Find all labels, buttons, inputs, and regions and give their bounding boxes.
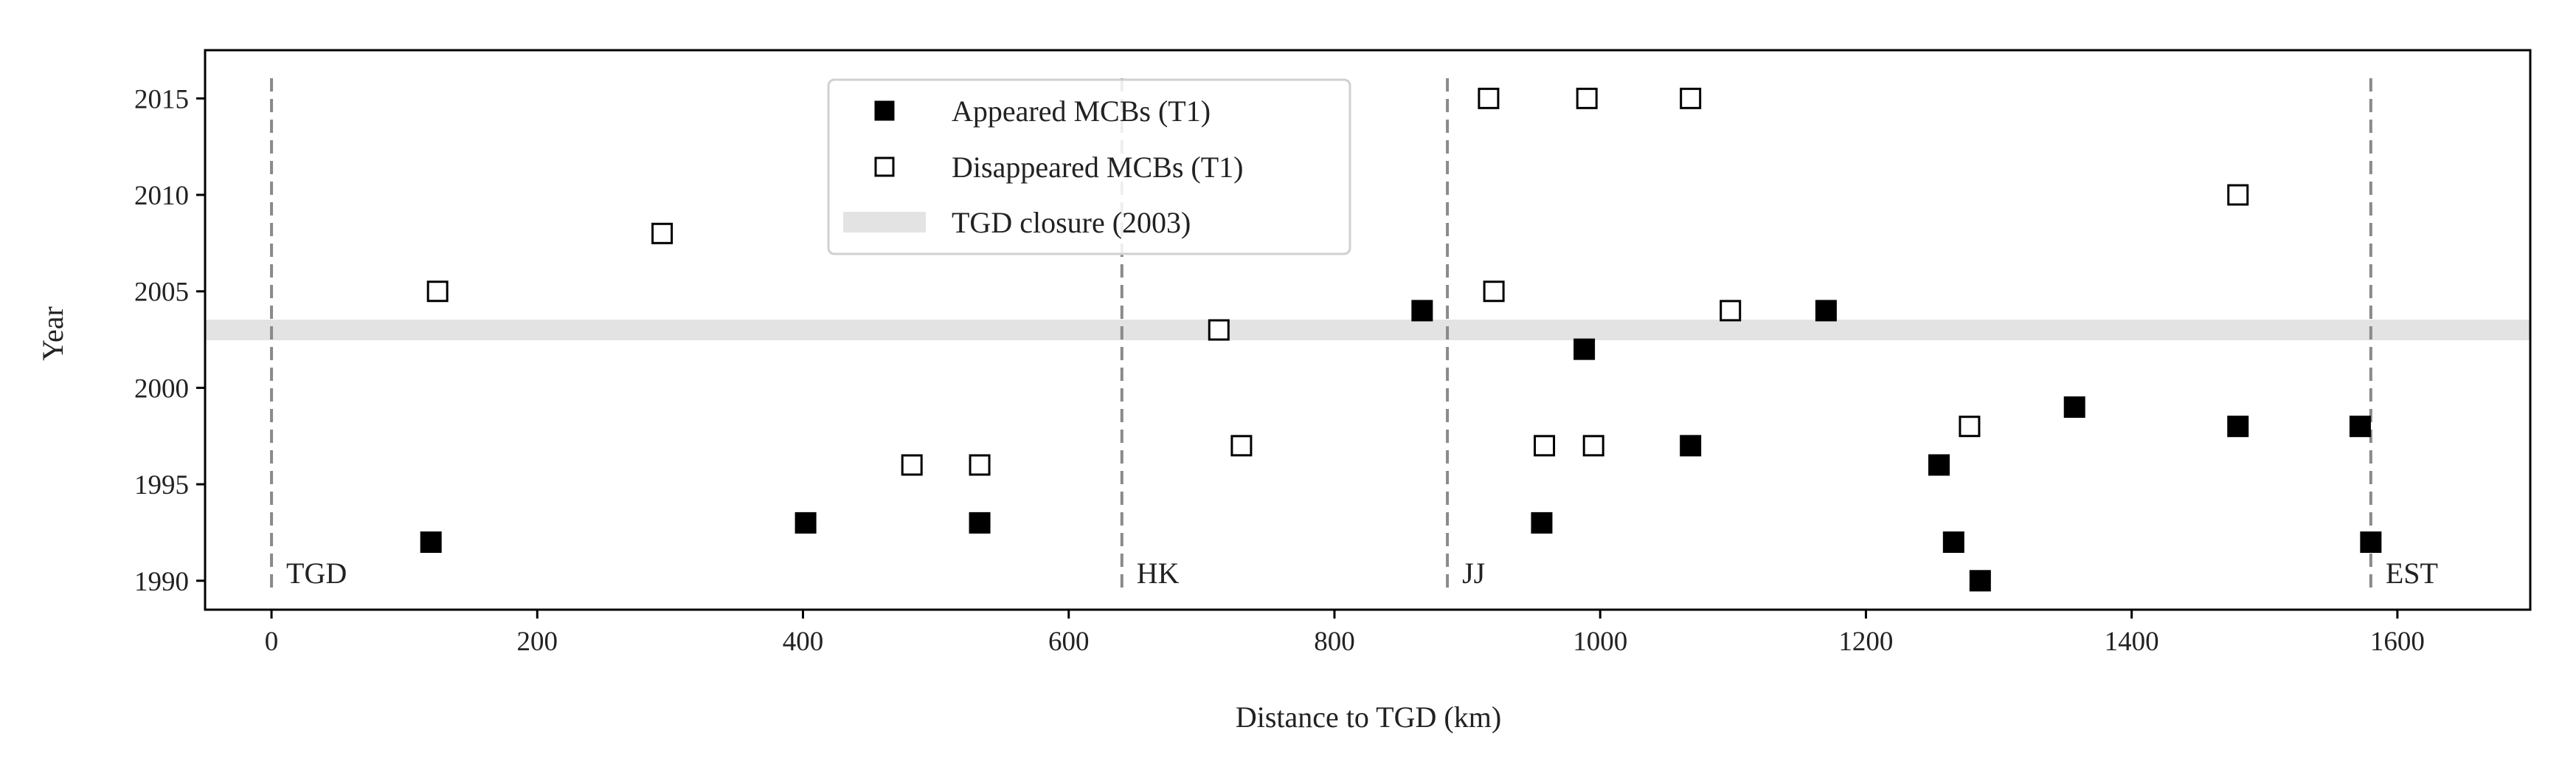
- appeared-mcb-point-0: [420, 531, 442, 554]
- disappeared-mcb-point-2: [901, 454, 923, 476]
- appeared-mcb-point-10: [1969, 570, 1991, 592]
- appeared-mcb-point-3: [1411, 300, 1433, 322]
- x-tick-label-1600: 1600: [2370, 627, 2425, 657]
- y-tick-label-1990: 1990: [134, 567, 189, 597]
- appeared-mcb-point-8: [1928, 454, 1950, 476]
- legend-label-disappeared: Disappeared MCBs (T1): [952, 151, 1243, 184]
- appeared-mcb-point-4: [1531, 512, 1553, 534]
- vline-label-hk: HK: [1137, 557, 1180, 590]
- appeared-mcb-point-2: [969, 512, 991, 534]
- y-tick-label-2000: 2000: [134, 373, 189, 404]
- disappeared-mcb-point-5: [1230, 435, 1253, 457]
- disappeared-mcb-point-7: [1483, 280, 1505, 303]
- x-tick-label-400: 400: [783, 627, 824, 657]
- disappeared-mcb-point-11: [1680, 87, 1702, 109]
- y-tick-label-1995: 1995: [134, 470, 189, 500]
- tgd-closure-band: [205, 320, 2530, 340]
- appeared-mcb-point-13: [2349, 416, 2371, 438]
- axes: 0 200 400 600 800 1000 1200 1400 1600 1990 1995 200…: [134, 49, 2532, 657]
- plot-area: TGD HK JJ EST: [205, 78, 2530, 592]
- disappeared-mcb-point-9: [1576, 87, 1598, 109]
- disappeared-mcb-point-6: [1478, 87, 1500, 109]
- appeared-mcb-point-14: [2360, 531, 2382, 554]
- x-tick-label-1000: 1000: [1573, 627, 1627, 657]
- plot-frame: [204, 49, 2532, 611]
- legend-box: [827, 78, 1351, 255]
- appeared-mcb-point-7: [1815, 300, 1837, 322]
- y-tick-label-2010: 2010: [134, 181, 189, 211]
- disappeared-mcb-point-13: [1959, 416, 1981, 438]
- appeared-mcb-point-1: [794, 512, 817, 534]
- disappeared-mcb-point-3: [969, 454, 991, 476]
- x-tick-label-600: 600: [1048, 627, 1090, 657]
- x-tick-label-800: 800: [1314, 627, 1355, 657]
- legend: Appeared MCBs (T1) Disappeared MCBs (T1) T…: [827, 78, 1351, 255]
- disappeared-mcb-point-10: [1582, 435, 1604, 457]
- x-tick-label-1200: 1200: [1838, 627, 1893, 657]
- legend-marker-disappeared: [874, 156, 895, 177]
- appeared-mcb-point-11: [2063, 396, 2085, 419]
- appeared-mcb-point-12: [2227, 416, 2249, 438]
- x-axis-label: Distance to TGD (km): [1236, 700, 1501, 734]
- appeared-mcb-point-9: [1942, 531, 1964, 554]
- x-tick-label-0: 0: [265, 627, 279, 657]
- y-tick-label-2005: 2005: [134, 278, 189, 308]
- y-tick-label-2015: 2015: [134, 84, 189, 114]
- legend-marker-tgd-closure: [843, 212, 926, 233]
- appeared-mcb-point-6: [1680, 435, 1702, 457]
- x-tick-label-200: 200: [517, 627, 558, 657]
- vline-label-jj: JJ: [1462, 557, 1485, 590]
- vline-label-tgd: TGD: [286, 557, 347, 590]
- legend-label-appeared: Appeared MCBs (T1): [952, 94, 1211, 128]
- vline-label-est: EST: [2386, 557, 2438, 590]
- x-tick-label-1400: 1400: [2105, 627, 2159, 657]
- legend-label-tgd-closure: TGD closure (2003): [952, 206, 1191, 239]
- y-axis-label: Year: [36, 306, 69, 361]
- disappeared-mcb-point-14: [2227, 184, 2249, 206]
- disappeared-mcb-point-4: [1208, 319, 1230, 341]
- legend-marker-appeared: [874, 100, 895, 121]
- disappeared-mcb-point-12: [1720, 300, 1742, 322]
- disappeared-mcb-point-0: [426, 280, 449, 303]
- appeared-mcb-point-5: [1573, 338, 1596, 360]
- disappeared-mcb-point-8: [1534, 435, 1556, 457]
- disappeared-mcb-point-1: [651, 222, 674, 244]
